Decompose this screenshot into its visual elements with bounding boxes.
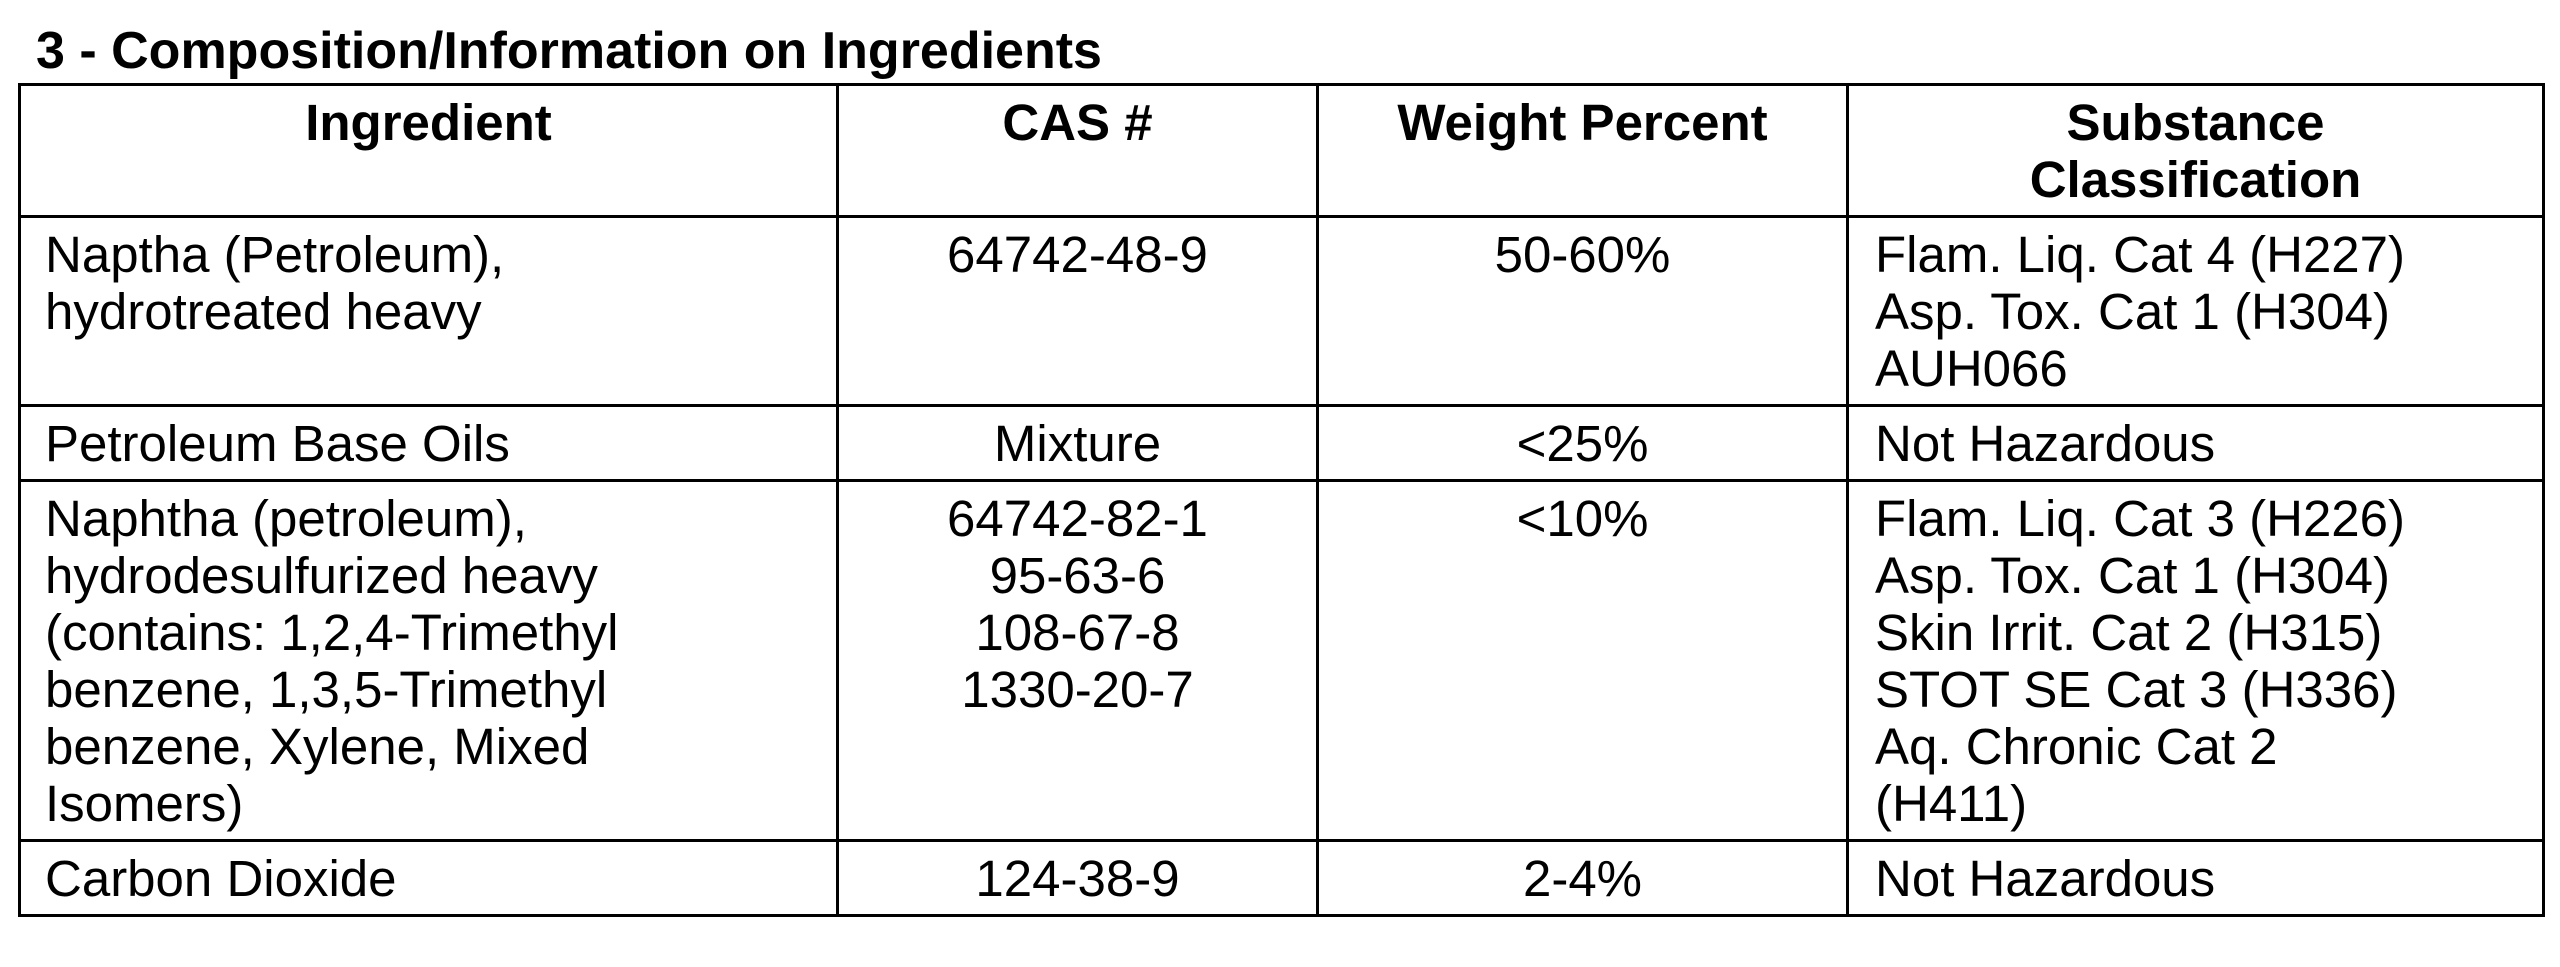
table-row: Carbon Dioxide 124-38-9 2-4% Not Hazardo… xyxy=(18,839,2545,917)
cell-ingredient: Petroleum Base Oils xyxy=(18,404,839,482)
header-weight-percent: Weight Percent xyxy=(1316,83,1849,218)
cas-number: 64742-82-1 xyxy=(947,490,1208,547)
ingredient-line: Isomers) xyxy=(45,775,244,832)
classification-line: Skin Irrit. Cat 2 (H315) xyxy=(1875,604,2383,661)
table-row: Naptha (Petroleum), hydrotreated heavy 6… xyxy=(18,215,2545,407)
cell-cas: 64742-48-9 xyxy=(836,215,1319,407)
ingredient-line: hydrotreated heavy xyxy=(45,283,482,340)
table-header-row: Ingredient CAS # Weight Percent Substanc… xyxy=(18,83,2545,218)
classification-line: STOT SE Cat 3 (H336) xyxy=(1875,661,2398,718)
cell-weight-percent: 2-4% xyxy=(1316,839,1849,917)
ingredient-line: Naphtha (petroleum), xyxy=(45,490,527,547)
header-classification-line: Classification xyxy=(2029,151,2362,208)
cell-ingredient: Carbon Dioxide xyxy=(18,839,839,917)
cell-classification: Flam. Liq. Cat 4 (H227) Asp. Tox. Cat 1 … xyxy=(1846,215,2545,407)
cas-number: 1330-20-7 xyxy=(961,661,1194,718)
ingredient-line: Petroleum Base Oils xyxy=(45,415,510,472)
ingredient-line: Naptha (Petroleum), xyxy=(45,226,505,283)
cell-cas: 64742-82-1 95-63-6 108-67-8 1330-20-7 xyxy=(836,479,1319,842)
ingredients-table: Ingredient CAS # Weight Percent Substanc… xyxy=(18,83,2545,917)
cas-number: Mixture xyxy=(993,415,1162,472)
table-row: Naphtha (petroleum), hydrodesulfurized h… xyxy=(18,479,2545,842)
cell-classification: Flam. Liq. Cat 3 (H226) Asp. Tox. Cat 1 … xyxy=(1846,479,2545,842)
section-title: 3 - Composition/Information on Ingredien… xyxy=(36,22,1102,80)
classification-line: (H411) xyxy=(1875,775,2028,832)
header-cas: CAS # xyxy=(836,83,1319,218)
classification-line: AUH066 xyxy=(1875,340,2068,397)
classification-line: Flam. Liq. Cat 4 (H227) xyxy=(1875,226,2406,283)
classification-line: Aq. Chronic Cat 2 xyxy=(1875,718,2278,775)
cas-number: 95-63-6 xyxy=(989,547,1166,604)
table-row: Petroleum Base Oils Mixture <25% Not Haz… xyxy=(18,404,2545,482)
ingredient-line: Carbon Dioxide xyxy=(45,850,397,907)
cas-number: 108-67-8 xyxy=(975,604,1180,661)
header-classification-line: Substance xyxy=(2066,94,2325,151)
ingredient-line: benzene, Xylene, Mixed xyxy=(45,718,590,775)
header-substance-classification: Substance Classification xyxy=(1846,83,2545,218)
cas-number: 64742-48-9 xyxy=(947,226,1208,283)
cas-number: 124-38-9 xyxy=(975,850,1180,907)
classification-line: Asp. Tox. Cat 1 (H304) xyxy=(1875,547,2390,604)
header-ingredient: Ingredient xyxy=(18,83,839,218)
cell-ingredient: Naphtha (petroleum), hydrodesulfurized h… xyxy=(18,479,839,842)
cell-classification: Not Hazardous xyxy=(1846,839,2545,917)
ingredient-line: benzene, 1,3,5-Trimethyl xyxy=(45,661,608,718)
cell-weight-percent: <25% xyxy=(1316,404,1849,482)
cell-ingredient: Naptha (Petroleum), hydrotreated heavy xyxy=(18,215,839,407)
ingredient-line: (contains: 1,2,4-Trimethyl xyxy=(45,604,619,661)
classification-line: Flam. Liq. Cat 3 (H226) xyxy=(1875,490,2406,547)
cell-cas: 124-38-9 xyxy=(836,839,1319,917)
ingredient-line: hydrodesulfurized heavy xyxy=(45,547,598,604)
cell-weight-percent: <10% xyxy=(1316,479,1849,842)
classification-line: Not Hazardous xyxy=(1875,415,2216,472)
classification-line: Not Hazardous xyxy=(1875,850,2216,907)
cell-weight-percent: 50-60% xyxy=(1316,215,1849,407)
classification-line: Asp. Tox. Cat 1 (H304) xyxy=(1875,283,2390,340)
cell-cas: Mixture xyxy=(836,404,1319,482)
cell-classification: Not Hazardous xyxy=(1846,404,2545,482)
